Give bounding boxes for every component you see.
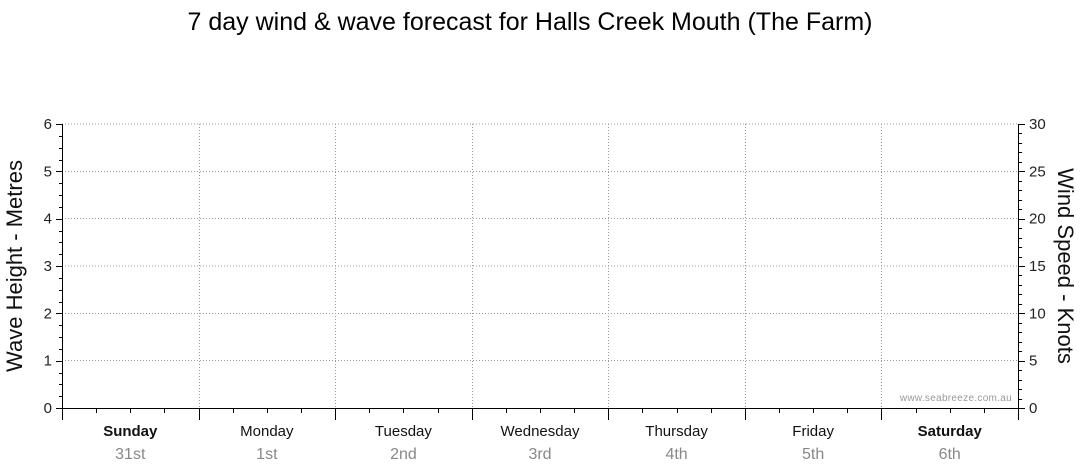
watermark: www.seabreeze.com.au [899, 393, 1012, 404]
day-name-label: Saturday [918, 423, 983, 440]
right-tick-label: 25 [1029, 163, 1046, 180]
day-date-label: 4th [665, 446, 687, 463]
right-tick-label: 10 [1029, 305, 1046, 322]
left-tick-label: 4 [44, 211, 52, 228]
right-tick-label: 20 [1029, 211, 1046, 228]
right-tick-label: 15 [1029, 258, 1046, 275]
day-name-label: Thursday [645, 423, 708, 440]
left-tick-label: 3 [44, 258, 52, 275]
right-tick-label: 0 [1029, 400, 1037, 417]
left-axis-ticks: 0 1 2 3 4 5 6 [44, 116, 52, 417]
day-name-label: Friday [792, 423, 834, 440]
day-date-label: 6th [939, 446, 961, 463]
day-name-label: Wednesday [501, 423, 580, 440]
left-axis-title: Wave Height - Metres [2, 160, 27, 372]
grid [62, 123, 1018, 408]
day-date-label: 5th [802, 446, 824, 463]
right-tick-label: 30 [1029, 116, 1046, 133]
left-tick-label: 5 [44, 163, 52, 180]
day-date-label: 3rd [528, 446, 551, 463]
day-date-label: 2nd [390, 446, 417, 463]
right-tick-label: 5 [1029, 353, 1037, 370]
right-axis-title: Wind Speed - Knots [1053, 168, 1078, 364]
day-date-label: 1st [256, 446, 278, 463]
left-tick-label: 2 [44, 305, 52, 322]
left-tick-label: 1 [44, 353, 52, 370]
right-axis-ticks: 0 5 10 15 20 25 30 [1029, 116, 1046, 417]
day-name-label: Monday [240, 423, 294, 440]
day-name-label: Sunday [103, 423, 158, 440]
chart-title: 7 day wind & wave forecast for Halls Cre… [188, 8, 873, 36]
left-tick-label: 0 [44, 400, 52, 417]
day-labels: Sunday 31st Monday 1st Tuesday 2nd Wednesday 3r… [103, 423, 982, 463]
axes [56, 124, 1025, 420]
left-tick-label: 6 [44, 116, 52, 133]
day-name-label: Tuesday [375, 423, 432, 440]
day-date-label: 31st [115, 446, 146, 463]
